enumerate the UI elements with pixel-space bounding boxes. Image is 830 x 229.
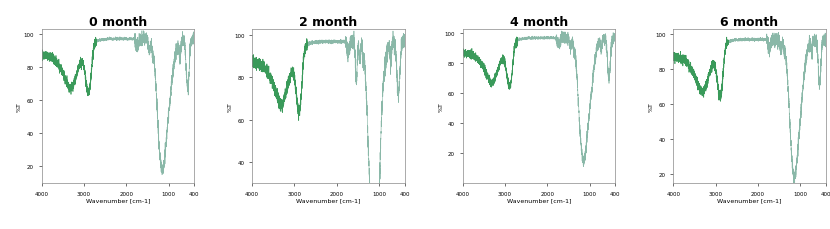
Title: 4 month: 4 month xyxy=(510,16,568,29)
Y-axis label: %T: %T xyxy=(227,102,232,111)
Y-axis label: %T: %T xyxy=(17,102,22,111)
Title: 6 month: 6 month xyxy=(720,16,779,29)
X-axis label: Wavenumber [cm-1]: Wavenumber [cm-1] xyxy=(85,197,150,202)
Title: 0 month: 0 month xyxy=(89,16,147,29)
X-axis label: Wavenumber [cm-1]: Wavenumber [cm-1] xyxy=(296,197,360,202)
Y-axis label: %T: %T xyxy=(438,102,443,111)
Y-axis label: %T: %T xyxy=(649,102,654,111)
X-axis label: Wavenumber [cm-1]: Wavenumber [cm-1] xyxy=(507,197,571,202)
X-axis label: Wavenumber [cm-1]: Wavenumber [cm-1] xyxy=(717,197,782,202)
Title: 2 month: 2 month xyxy=(300,16,358,29)
